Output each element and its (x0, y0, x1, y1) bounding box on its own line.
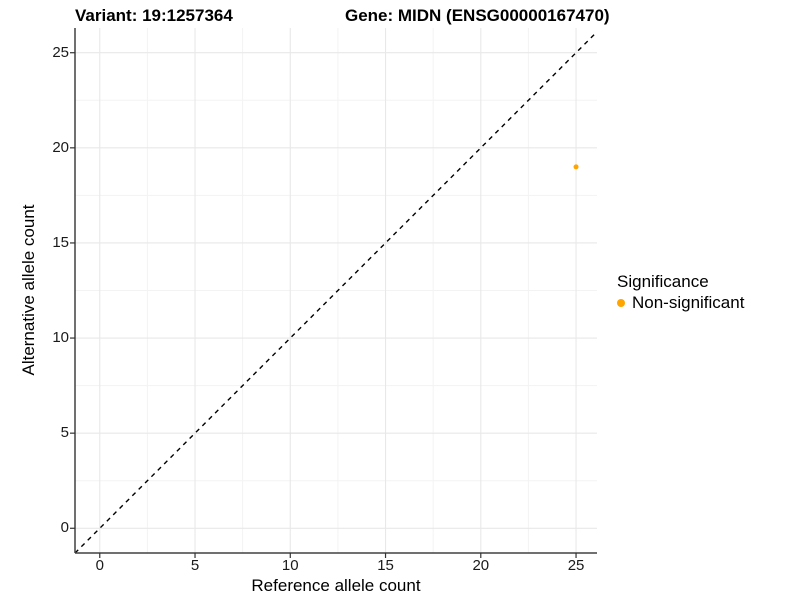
plot-title-variant: Variant: 19:1257364 (75, 6, 233, 25)
legend-item-label: Non-significant (632, 293, 745, 312)
x-tick-label: 5 (190, 557, 200, 574)
x-tick-label: 0 (95, 557, 104, 574)
plot-title-gene: Gene: MIDN (ENSG00000167470) (345, 6, 610, 25)
x-tick-label: 25 (567, 557, 585, 574)
y-tick-label: 20 (52, 138, 69, 156)
legend-item: Non-significant (617, 293, 744, 313)
y-tick-label: 5 (60, 424, 69, 442)
legend: Significance Non-significant (617, 272, 744, 313)
legend-title: Significance (617, 272, 709, 291)
y-axis-title: Alternative allele count (19, 204, 38, 376)
data-point (573, 164, 579, 170)
y-tick-label: 0 (60, 519, 69, 537)
y-tick-label: 10 (52, 329, 69, 347)
legend-items: Non-significant (617, 293, 744, 313)
x-axis-title: Reference allele count (251, 576, 421, 595)
y-tick-label: 25 (52, 43, 69, 61)
x-tick-label: 10 (281, 557, 299, 574)
legend-point-icon (617, 299, 625, 307)
x-tick-label: 20 (472, 557, 490, 574)
identity-dashed-line (74, 31, 598, 554)
x-tick-label: 15 (377, 557, 394, 574)
y-tick-label: 15 (52, 233, 69, 251)
